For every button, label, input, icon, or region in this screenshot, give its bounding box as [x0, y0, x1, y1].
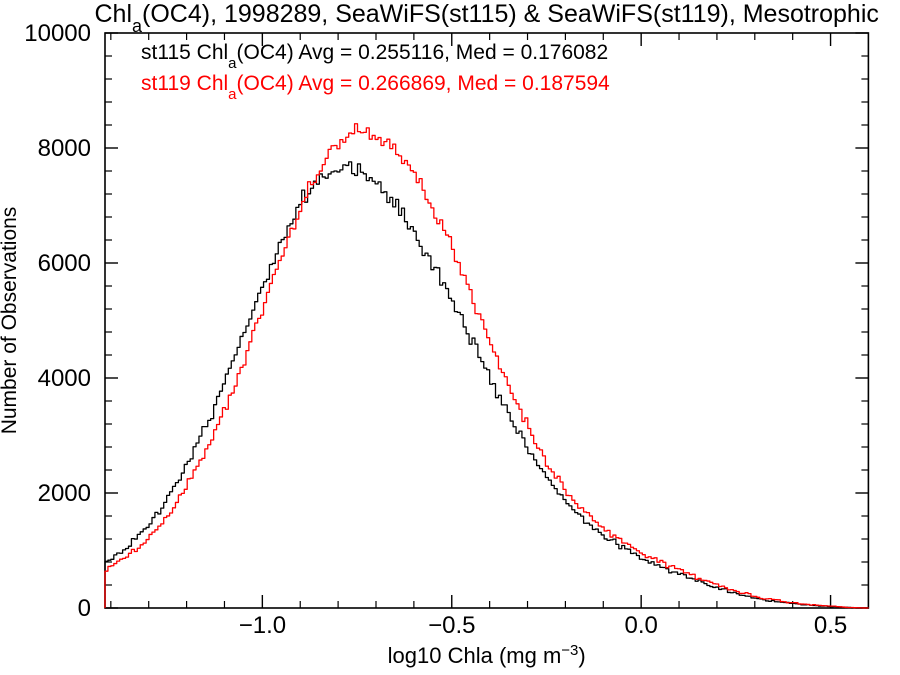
svg-text:10000: 10000 — [24, 20, 91, 47]
svg-text:8000: 8000 — [38, 135, 91, 162]
svg-text:2000: 2000 — [38, 480, 91, 507]
svg-text:4000: 4000 — [38, 365, 91, 392]
svg-text:0: 0 — [78, 595, 91, 622]
svg-text:0.5: 0.5 — [814, 612, 847, 639]
svg-text:log10 Chla (mg m−3): log10 Chla (mg m−3) — [388, 642, 586, 669]
svg-text:−1.0: −1.0 — [239, 612, 286, 639]
svg-text:6000: 6000 — [38, 250, 91, 277]
svg-text:Number of Observations: Number of Observations — [0, 207, 21, 435]
svg-text:0.0: 0.0 — [625, 612, 658, 639]
svg-text:−0.5: −0.5 — [428, 612, 475, 639]
